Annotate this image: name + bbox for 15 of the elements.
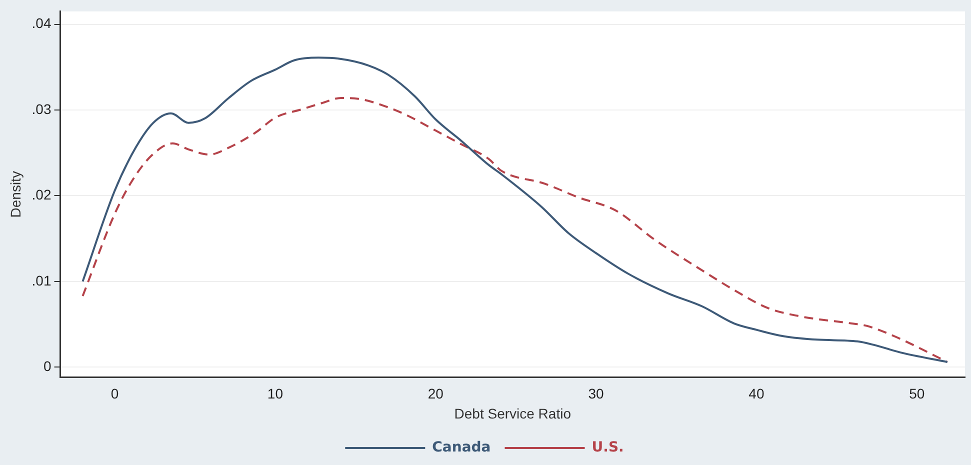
x-tick-label: 40 xyxy=(748,386,764,402)
y-tick-label: .01 xyxy=(32,272,52,288)
text: Canada xyxy=(432,440,491,456)
y-tick-label: .04 xyxy=(32,15,52,32)
y-tick-label: .03 xyxy=(32,100,52,117)
y-tick-label: 0 xyxy=(43,358,52,374)
x-axis-title: Debt Service Ratio xyxy=(454,405,572,422)
x-tick-label: 30 xyxy=(588,386,604,402)
x-tick-label: 0 xyxy=(110,386,119,402)
x-tick-label: 20 xyxy=(428,386,444,402)
text: U.S. xyxy=(592,440,624,456)
x-tick-label: 10 xyxy=(267,386,284,402)
y-axis-title: Density xyxy=(7,171,24,218)
x-tick-label: 50 xyxy=(909,386,925,402)
y-tick-label: .02 xyxy=(32,186,52,203)
